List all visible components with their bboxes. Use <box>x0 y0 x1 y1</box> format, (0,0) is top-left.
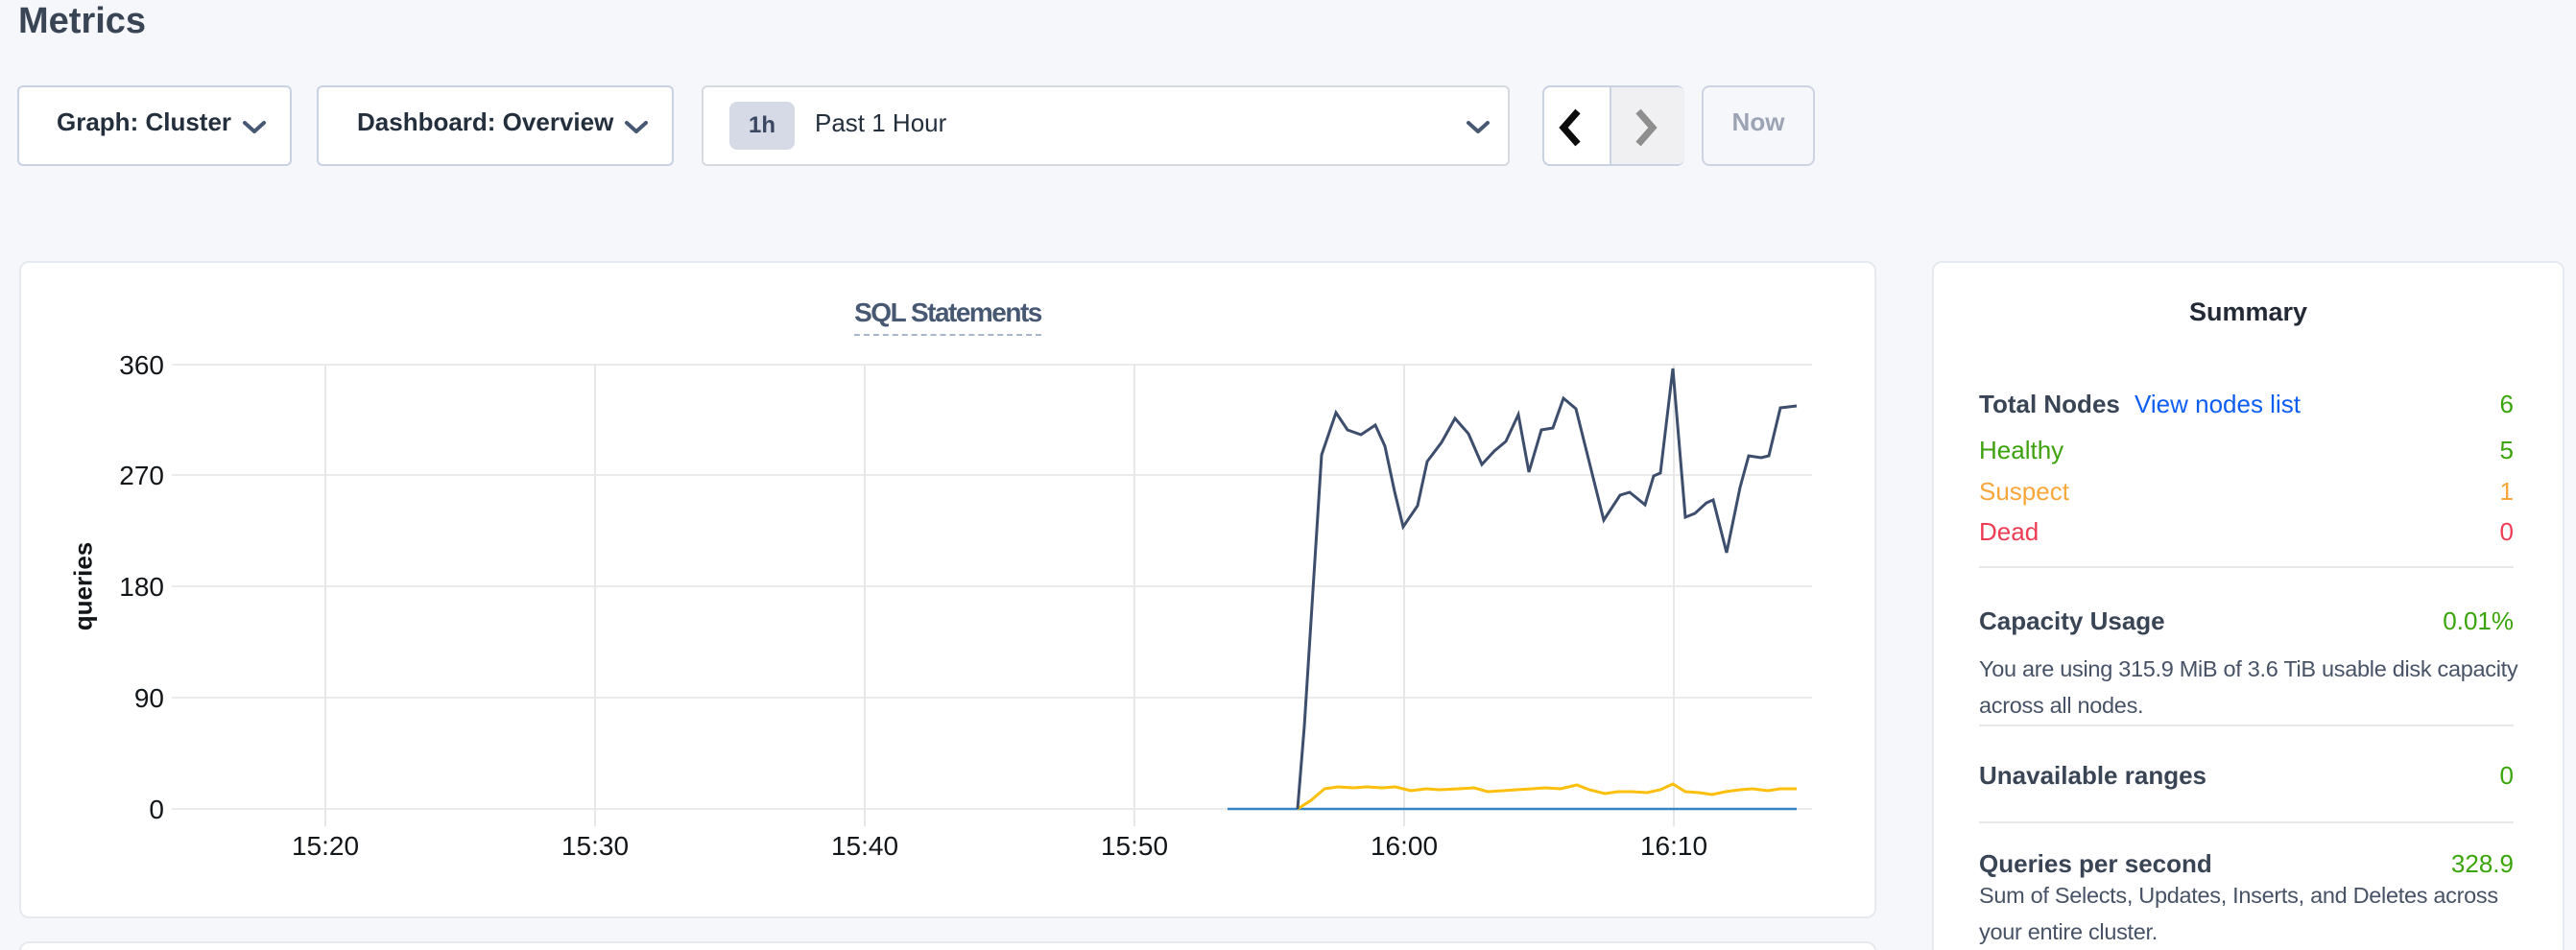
svg-text:queries: queries <box>69 542 98 631</box>
